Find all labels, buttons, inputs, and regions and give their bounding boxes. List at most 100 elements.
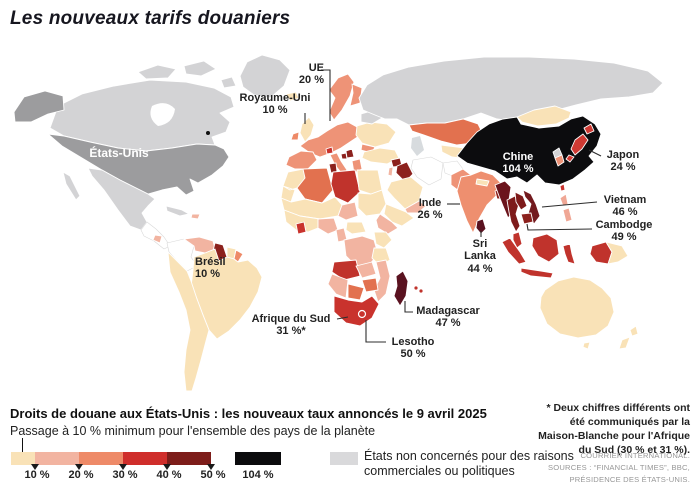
caption-subtitle: Passage à 10 % minimum pour l'ensemble d… — [10, 424, 376, 438]
region-kenya-uganda — [373, 231, 393, 249]
scale-tick-40 — [163, 464, 171, 470]
country-zambia — [355, 261, 377, 279]
country-name: Vietnam — [603, 194, 647, 206]
country-usa-alaska — [13, 90, 65, 123]
source-line: SOURCES : “FINANCIAL TIMES”, BBC, — [547, 462, 690, 472]
tariff-rate: 46 % — [612, 206, 638, 219]
country-philippines — [559, 193, 573, 223]
scale-label-40: 40 % — [156, 469, 182, 481]
country-name: Cambodge — [595, 219, 653, 231]
leader-lesotho — [365, 320, 386, 343]
leader-japon — [588, 149, 602, 157]
map-label-ue: UE 20 % — [286, 62, 324, 87]
country-iran — [410, 156, 444, 186]
minimum-callout-line — [22, 438, 24, 457]
country-name: Lesotho — [391, 336, 435, 348]
region-west-africa — [283, 209, 321, 233]
country-madagascar — [393, 270, 409, 307]
country-name: Madagascar — [416, 305, 480, 317]
country-canada-islands — [137, 60, 237, 89]
territory-saint-pierre — [206, 131, 210, 135]
leader-cambodge — [526, 223, 593, 231]
tariff-rate: 50 % — [400, 348, 426, 361]
tariff-rate: 10 % — [195, 268, 221, 281]
country-egypt — [356, 169, 383, 195]
country-name: Royaume-Uni — [239, 92, 311, 104]
country-name: Sri Lanka — [464, 238, 496, 263]
country-botswana — [347, 283, 365, 301]
legend-swatch-104 — [235, 452, 281, 465]
tariff-rate: 31 %* — [276, 325, 306, 338]
region-iberia — [285, 150, 318, 170]
country-finland — [349, 83, 363, 107]
map-label-madagascar: Madagascar 47 % — [412, 305, 484, 330]
country-sudan — [357, 189, 387, 217]
country-sri-lanka — [475, 218, 487, 235]
map-label-etats-unis: États-Unis — [84, 146, 154, 160]
country-angola — [331, 259, 361, 281]
country-cuba — [165, 205, 190, 217]
tariff-rate: 49 % — [611, 231, 637, 244]
country-taiwan — [559, 183, 566, 192]
country-name: Japon — [606, 149, 640, 161]
legend-swatch-not-concerned — [330, 452, 358, 465]
country-south-africa — [333, 295, 380, 327]
map-label-royaume-uni: Royaume-Uni 10 % — [236, 92, 314, 117]
legend-color-scale — [11, 452, 211, 465]
country-india — [456, 170, 502, 234]
scale-tick-20 — [75, 464, 83, 470]
scale-label-104: 104 % — [242, 469, 274, 481]
country-indonesia — [501, 233, 613, 279]
country-israel-jordan — [387, 166, 394, 177]
map-label-vietnam: Vietnam 46 % — [598, 194, 652, 219]
scale-tick-50 — [207, 464, 215, 470]
map-label-japon: Japon 24 % — [600, 149, 646, 174]
country-japan — [565, 123, 595, 163]
scale-step-50 — [167, 452, 211, 465]
country-switzerland — [325, 146, 334, 155]
page-title: Les nouveaux tarifs douaniers — [10, 8, 291, 29]
country-nepal — [475, 178, 490, 187]
country-mozambique — [373, 259, 391, 303]
region-central-african — [345, 221, 367, 235]
country-name: Chine — [502, 151, 534, 163]
map-label-cambodge: Cambodge 49 % — [592, 219, 656, 244]
country-name: Afrique du Sud — [251, 313, 331, 325]
country-australia — [539, 276, 615, 339]
country-greenland — [239, 54, 291, 99]
country-papua-new-guinea — [605, 241, 629, 265]
map-label-chine: Chine 104 % — [494, 151, 542, 176]
country-name: UE — [308, 62, 324, 74]
leader-ue — [321, 69, 331, 121]
country-laos — [514, 191, 528, 211]
scale-label-20: 20 % — [68, 469, 94, 481]
country-zimbabwe — [361, 277, 379, 293]
country-mexico — [62, 167, 156, 231]
leader-madagascar — [404, 301, 413, 313]
map-label-lesotho: Lesotho 50 % — [388, 336, 438, 361]
hudson-bay — [150, 103, 175, 126]
source-line: COURRIER INTERNATIONAL. — [580, 451, 690, 460]
source-line: PRÉSIDENCE DES ÉTATS-UNIS. — [569, 474, 690, 484]
legend-not-concerned-text: États non concernés pour des raisons com… — [364, 449, 574, 479]
country-new-zealand — [618, 325, 639, 350]
tariff-rate: 44 % — [467, 262, 493, 275]
island-mauritius — [414, 286, 418, 290]
scale-step-10 — [11, 452, 35, 465]
country-lesotho — [357, 309, 367, 319]
caption-title: Droits de douane aux États-Unis : les no… — [10, 406, 487, 421]
tariff-rate: 104 % — [502, 163, 534, 176]
country-namibia — [327, 273, 349, 299]
region-balkans-dark — [340, 148, 355, 160]
leader-afrique-du-sud — [336, 316, 349, 320]
country-russia — [358, 56, 664, 126]
scale-label-30: 30 % — [112, 469, 138, 481]
leader-vietnam — [541, 201, 598, 208]
country-united-kingdom — [299, 116, 315, 143]
region-horn-of-africa — [383, 203, 415, 227]
country-mongolia — [516, 105, 572, 127]
map-label-sri-lanka: Sri Lanka 44 % — [461, 238, 499, 275]
island-reunion — [419, 289, 423, 293]
